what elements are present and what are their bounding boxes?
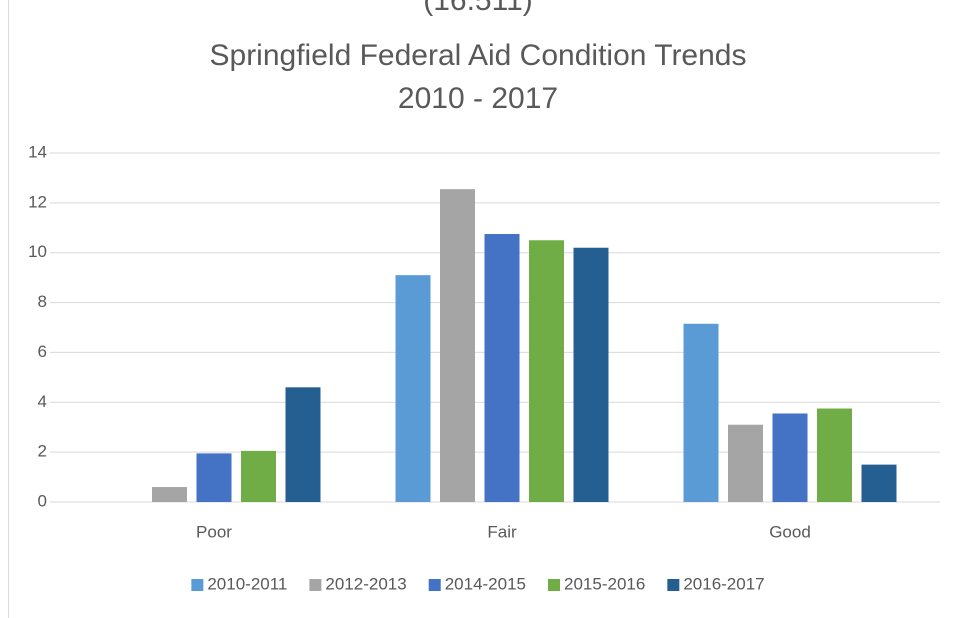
legend-swatch — [191, 579, 204, 591]
y-tick-label: 2 — [38, 442, 47, 461]
bar — [484, 234, 520, 502]
y-tick-label: 4 — [38, 392, 47, 411]
clipped-note: (16.511) — [423, 0, 533, 17]
x-tick-label: Fair — [487, 522, 517, 541]
bar — [861, 464, 897, 502]
legend-swatch — [667, 579, 680, 591]
y-tick-label: 8 — [38, 292, 47, 311]
legend-label: 2014-2015 — [445, 574, 526, 593]
x-tick-label: Good — [769, 522, 811, 541]
y-tick-label: 12 — [28, 192, 47, 211]
bar — [152, 487, 187, 502]
y-tick-label: 0 — [38, 491, 47, 510]
bar — [529, 240, 564, 502]
legend-label: 2016-2017 — [683, 574, 764, 593]
chart-subtitle: 2010 - 2017 — [398, 82, 558, 115]
bar — [573, 247, 609, 502]
chart-title: Springfield Federal Aid Condition Trends — [210, 39, 747, 72]
legend-swatch — [309, 579, 322, 591]
x-tick-label: Poor — [196, 522, 232, 541]
bar — [395, 275, 431, 502]
bar — [196, 453, 232, 502]
legend-label: 2012-2013 — [325, 574, 406, 593]
y-tick-label: 6 — [38, 342, 47, 361]
y-tick-label: 14 — [28, 142, 47, 161]
legend-label: 2015-2016 — [564, 574, 645, 593]
y-tick-label: 10 — [28, 242, 47, 261]
bar — [772, 413, 808, 502]
bar — [440, 189, 475, 502]
legend-label: 2010-2011 — [207, 574, 287, 593]
bar — [683, 323, 719, 502]
legend-swatch — [428, 579, 441, 591]
bar — [728, 424, 763, 502]
legend-swatch — [548, 579, 561, 591]
bar — [285, 387, 321, 502]
bar — [817, 408, 852, 502]
bar — [241, 450, 276, 502]
